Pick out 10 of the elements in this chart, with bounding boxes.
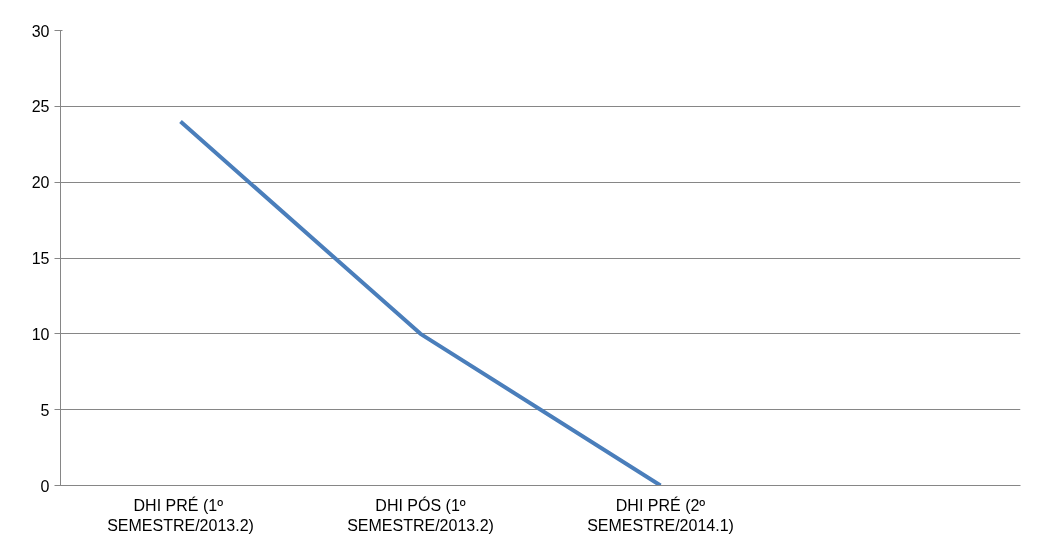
x-tick-label: DHI PRÉ (2º SEMESTRE/2014.1) bbox=[587, 495, 734, 534]
y-tick-label: 15 bbox=[31, 250, 50, 267]
x-tick-label: DHI PÓS (1º SEMESTRE/2013.2) bbox=[347, 495, 494, 534]
y-tick-label: 5 bbox=[40, 401, 50, 419]
y-tick-label: 0 bbox=[40, 477, 50, 495]
y-tick-label: 10 bbox=[31, 325, 50, 343]
x-tick-label: DHI PRÉ (1º SEMESTRE/2013.2) bbox=[107, 495, 254, 534]
y-tick-label: 20 bbox=[31, 174, 50, 192]
y-tick-label: 25 bbox=[31, 98, 50, 116]
y-tick-label: 30 bbox=[31, 22, 50, 40]
